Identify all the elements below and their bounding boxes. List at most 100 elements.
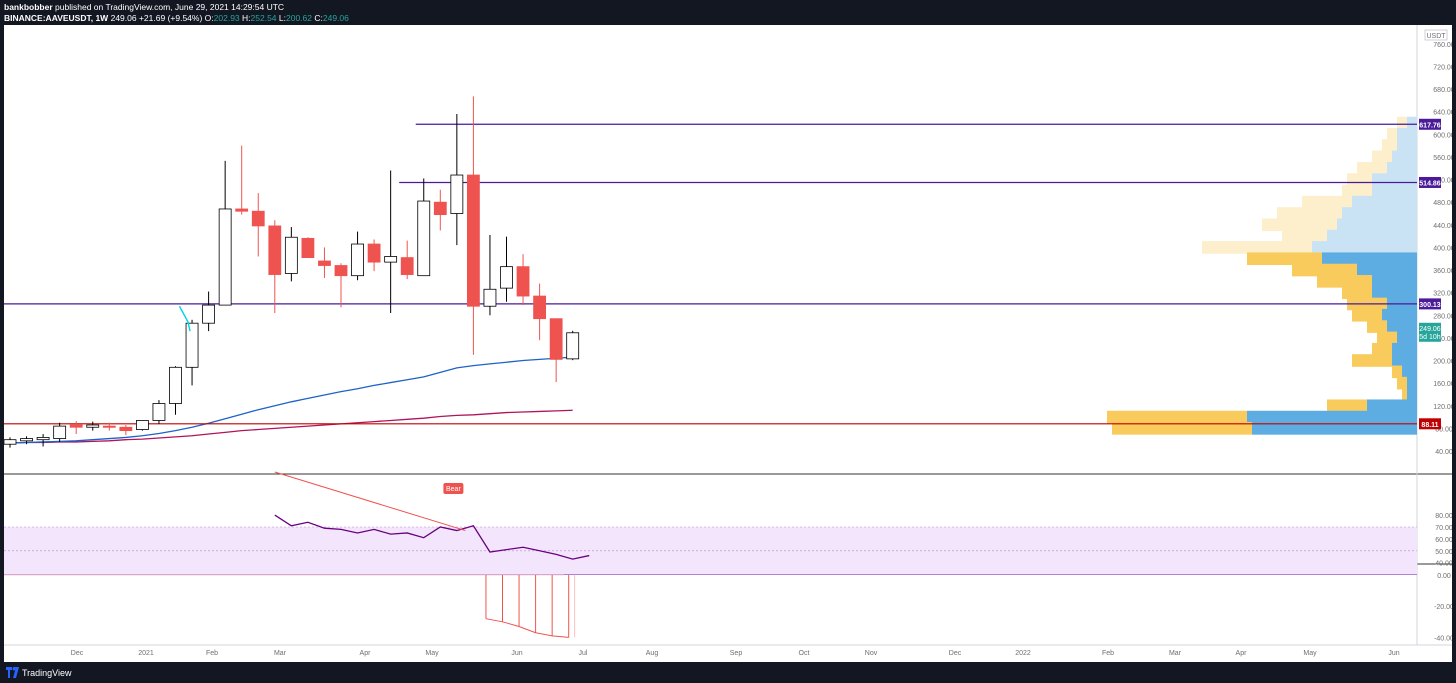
candle-body xyxy=(268,225,282,275)
volume-profile-up-bar xyxy=(1397,139,1417,152)
time-tick-label: 2021 xyxy=(138,650,154,657)
level-badge-label: 300.13 xyxy=(1419,302,1441,309)
high-key: H: xyxy=(242,13,251,23)
candle-body xyxy=(235,208,249,212)
candle-body xyxy=(533,295,546,320)
time-axis: Dec 2021 Feb Mar Apr May Jun Jul Aug Sep Oct Nov Dec… xyxy=(71,650,1400,657)
volume-profile-down-bar xyxy=(1387,128,1397,141)
candle-body xyxy=(549,318,563,360)
open-key: O: xyxy=(204,13,214,23)
volume-profile-up-bar xyxy=(1372,173,1417,186)
volume-profile-down-bar xyxy=(1367,320,1387,333)
candle-body xyxy=(450,174,464,214)
candle-body xyxy=(69,424,83,428)
time-tick-label: Dec xyxy=(949,650,962,657)
rsi-tick-label: 70.00 xyxy=(1435,525,1452,532)
volume-profile-down-bar xyxy=(1392,365,1402,379)
candle-body xyxy=(202,304,216,324)
ma-blue-line xyxy=(9,356,573,444)
tradingview-logo-icon[interactable] xyxy=(6,667,20,678)
candle xyxy=(334,263,348,308)
low-value: 200.62 xyxy=(286,13,312,23)
divergence-line xyxy=(274,471,466,532)
osc-tick-label: -20.00 xyxy=(1434,604,1452,611)
time-tick-label: Oct xyxy=(799,650,810,657)
chart-svg[interactable]: 40.00 80.00 120.00 160.00 200.00 240.00 280.00… xyxy=(2,25,1455,662)
high-value: 252.54 xyxy=(250,13,277,23)
volume-profile-up-bar xyxy=(1392,342,1417,356)
volume-profile-down-bar xyxy=(1372,150,1392,164)
candle xyxy=(466,96,480,355)
candle-body xyxy=(334,265,348,277)
tradingview-brand[interactable]: TradingView xyxy=(22,668,72,678)
candle-body xyxy=(102,425,116,428)
bear-label-text: Bear xyxy=(446,486,461,493)
candle-body xyxy=(119,426,133,432)
ma-magenta-line xyxy=(9,409,573,444)
candle xyxy=(53,422,67,442)
candle xyxy=(566,330,580,361)
chart-header: bankbobber published on TradingView.com,… xyxy=(0,0,1456,25)
candle xyxy=(483,234,497,316)
price-tick-label: 400.00 xyxy=(1433,245,1452,252)
level-badge-label: 88.11 xyxy=(1421,422,1438,429)
price-change: +21.69 (+9.54%) xyxy=(138,13,203,23)
volume-profile-up-bar xyxy=(1247,410,1417,424)
candles xyxy=(3,96,580,448)
currency-label: USDT xyxy=(1426,33,1446,40)
volume-profile-up-bar xyxy=(1397,331,1417,345)
volume-profile-up-bar xyxy=(1407,376,1417,390)
rsi-tick-label: 40.00 xyxy=(1435,561,1452,568)
chart-area[interactable]: 40.00 80.00 120.00 160.00 200.00 240.00 280.00… xyxy=(2,25,1455,662)
volume-profile-down-bar xyxy=(1112,422,1252,435)
price-tick-label: 640.00 xyxy=(1433,110,1452,117)
candle xyxy=(516,254,530,306)
candle xyxy=(533,283,546,341)
candle xyxy=(169,366,182,415)
volume-profile-up-bar xyxy=(1392,354,1417,367)
volume-profile-up-bar xyxy=(1342,207,1417,220)
volume-profile-down-bar xyxy=(1282,229,1327,243)
time-tick-label: Aug xyxy=(646,650,659,657)
time-tick-label: Sep xyxy=(730,650,743,657)
price-tick-label: 320.00 xyxy=(1433,291,1452,298)
candle xyxy=(367,239,381,272)
volume-profile-down-bar xyxy=(1382,139,1397,152)
candle xyxy=(450,113,464,246)
time-tick-label: Mar xyxy=(1169,650,1182,657)
volume-profile-down-bar xyxy=(1327,399,1367,413)
price-tick-label: 760.00 xyxy=(1433,42,1452,49)
volume-profile-up-bar xyxy=(1312,241,1417,254)
volume-profile-down-bar xyxy=(1397,116,1407,130)
level-badge-label: 617.76 xyxy=(1419,122,1441,129)
level-price-badge: 88.11 xyxy=(1419,418,1441,430)
author-name[interactable]: bankbobber xyxy=(4,2,53,12)
candle xyxy=(102,422,116,431)
candle-body xyxy=(351,243,364,277)
volume-profile-down-bar xyxy=(1342,184,1372,198)
volume-profile-up-bar xyxy=(1387,320,1417,333)
level-price-badge: 300.13 xyxy=(1419,298,1441,310)
volume-profile-up-bar xyxy=(1397,128,1417,141)
time-tick-label: Apr xyxy=(360,650,372,657)
candle xyxy=(433,189,447,231)
time-tick-label: Apr xyxy=(1236,650,1248,657)
publish-info: published on TradingView.com, June 29, 2… xyxy=(55,2,285,12)
volume-profile-down-bar xyxy=(1342,286,1372,299)
time-tick-label: Jul xyxy=(579,650,588,657)
level-badge-bg xyxy=(1419,418,1441,430)
candle xyxy=(351,231,364,281)
candle-body xyxy=(318,260,331,266)
candle xyxy=(318,247,331,278)
candle xyxy=(251,193,265,257)
rsi-line xyxy=(274,514,590,560)
currency-box-frame xyxy=(1424,29,1448,41)
volume-profile-down-bar xyxy=(1397,376,1407,390)
time-tick-label: 2022 xyxy=(1015,650,1031,657)
candle xyxy=(3,437,17,448)
volume-profile-up-bar xyxy=(1322,252,1417,266)
low-key: L: xyxy=(278,13,286,23)
level-badge-label: 514.86 xyxy=(1419,180,1441,187)
close-key: C: xyxy=(314,13,323,23)
